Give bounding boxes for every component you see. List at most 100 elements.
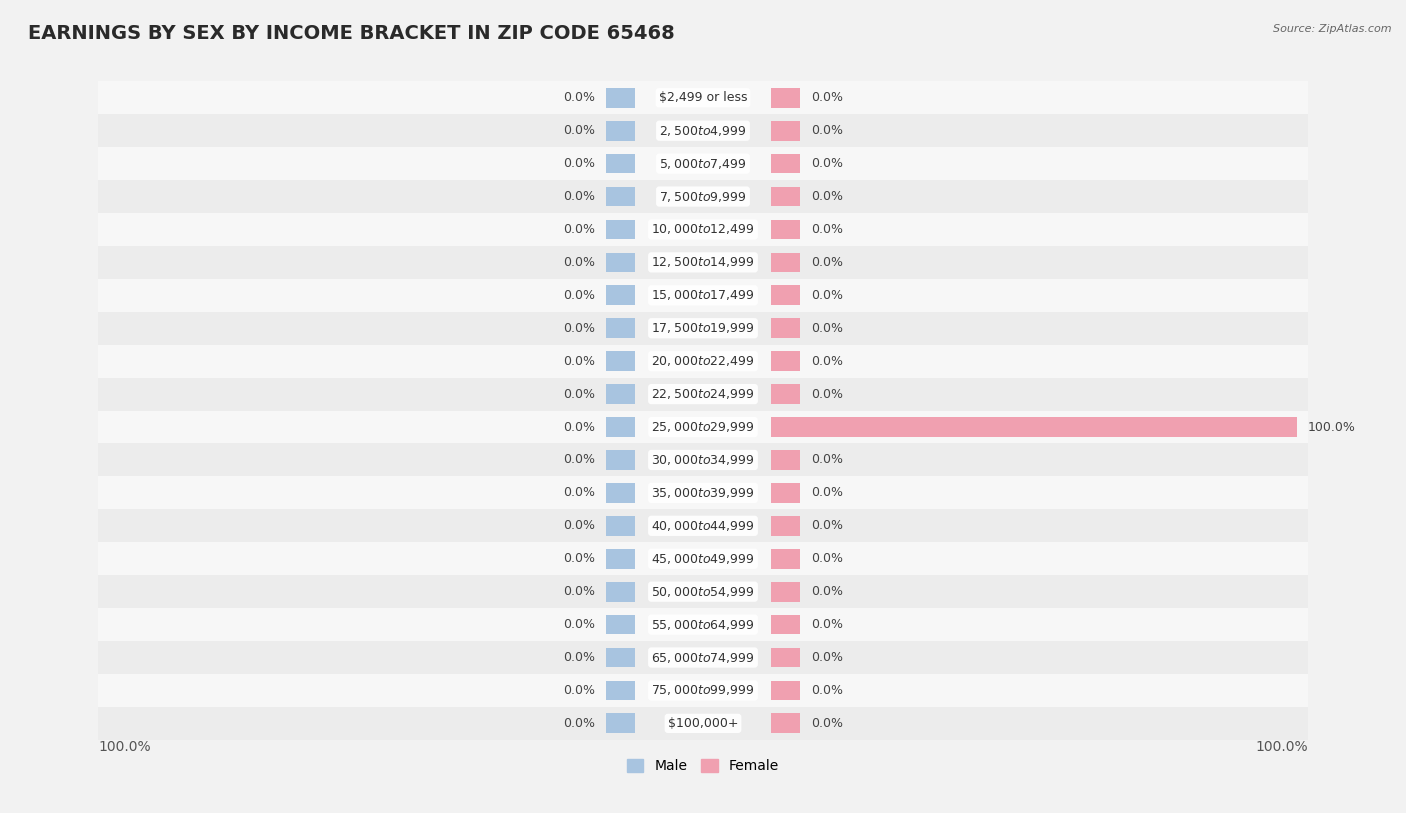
- Text: $10,000 to $12,499: $10,000 to $12,499: [651, 223, 755, 237]
- Text: 0.0%: 0.0%: [564, 651, 595, 664]
- Bar: [606, 187, 634, 207]
- Bar: [772, 88, 800, 107]
- Text: 0.0%: 0.0%: [564, 717, 595, 730]
- Text: 0.0%: 0.0%: [564, 289, 595, 302]
- Bar: [772, 680, 800, 700]
- Bar: [606, 319, 634, 338]
- Bar: [98, 147, 1308, 180]
- Bar: [98, 180, 1308, 213]
- Bar: [98, 608, 1308, 641]
- Text: $30,000 to $34,999: $30,000 to $34,999: [651, 453, 755, 467]
- Text: $2,500 to $4,999: $2,500 to $4,999: [659, 124, 747, 137]
- Text: 0.0%: 0.0%: [564, 520, 595, 533]
- Bar: [98, 576, 1308, 608]
- Text: 0.0%: 0.0%: [811, 190, 842, 203]
- Text: 0.0%: 0.0%: [811, 157, 842, 170]
- Bar: [772, 450, 800, 470]
- Bar: [772, 220, 800, 239]
- Text: 0.0%: 0.0%: [811, 124, 842, 137]
- Text: 0.0%: 0.0%: [564, 454, 595, 467]
- Text: $55,000 to $64,999: $55,000 to $64,999: [651, 618, 755, 632]
- Text: 100.0%: 100.0%: [1256, 740, 1308, 754]
- Bar: [98, 311, 1308, 345]
- Bar: [606, 417, 634, 437]
- Bar: [98, 345, 1308, 377]
- Text: 0.0%: 0.0%: [811, 618, 842, 631]
- Text: 100.0%: 100.0%: [98, 740, 150, 754]
- Text: 0.0%: 0.0%: [564, 684, 595, 697]
- Bar: [98, 114, 1308, 147]
- Text: 0.0%: 0.0%: [811, 223, 842, 236]
- Bar: [606, 582, 634, 602]
- Text: $17,500 to $19,999: $17,500 to $19,999: [651, 321, 755, 335]
- Bar: [606, 285, 634, 305]
- Text: $65,000 to $74,999: $65,000 to $74,999: [651, 650, 755, 664]
- Bar: [772, 319, 800, 338]
- Bar: [772, 648, 800, 667]
- Bar: [606, 385, 634, 404]
- Bar: [772, 121, 800, 141]
- Text: 0.0%: 0.0%: [564, 322, 595, 335]
- Text: 0.0%: 0.0%: [564, 124, 595, 137]
- Bar: [772, 516, 800, 536]
- Text: 0.0%: 0.0%: [564, 388, 595, 401]
- Bar: [772, 417, 1298, 437]
- Text: 0.0%: 0.0%: [811, 322, 842, 335]
- Bar: [606, 680, 634, 700]
- Text: 0.0%: 0.0%: [811, 585, 842, 598]
- Bar: [606, 253, 634, 272]
- Bar: [606, 549, 634, 568]
- Text: $100,000+: $100,000+: [668, 717, 738, 730]
- Text: 0.0%: 0.0%: [564, 486, 595, 499]
- Bar: [98, 476, 1308, 509]
- Text: $20,000 to $22,499: $20,000 to $22,499: [651, 354, 755, 368]
- Bar: [98, 443, 1308, 476]
- Text: 0.0%: 0.0%: [811, 289, 842, 302]
- Text: 0.0%: 0.0%: [811, 388, 842, 401]
- Bar: [98, 542, 1308, 576]
- Bar: [98, 246, 1308, 279]
- Text: $25,000 to $29,999: $25,000 to $29,999: [651, 420, 755, 434]
- Bar: [606, 714, 634, 733]
- Text: 0.0%: 0.0%: [564, 157, 595, 170]
- Bar: [98, 81, 1308, 114]
- Bar: [606, 516, 634, 536]
- Text: $12,500 to $14,999: $12,500 to $14,999: [651, 255, 755, 269]
- Bar: [606, 220, 634, 239]
- Text: 0.0%: 0.0%: [811, 717, 842, 730]
- Text: 0.0%: 0.0%: [811, 256, 842, 269]
- Bar: [772, 385, 800, 404]
- Bar: [606, 88, 634, 107]
- Bar: [98, 706, 1308, 740]
- Bar: [98, 377, 1308, 411]
- Text: $5,000 to $7,499: $5,000 to $7,499: [659, 157, 747, 171]
- Text: $45,000 to $49,999: $45,000 to $49,999: [651, 552, 755, 566]
- Bar: [606, 615, 634, 634]
- Text: $75,000 to $99,999: $75,000 to $99,999: [651, 684, 755, 698]
- Bar: [772, 253, 800, 272]
- Bar: [772, 285, 800, 305]
- Bar: [772, 549, 800, 568]
- Text: 0.0%: 0.0%: [811, 486, 842, 499]
- Text: 0.0%: 0.0%: [564, 585, 595, 598]
- Bar: [98, 641, 1308, 674]
- Text: 0.0%: 0.0%: [564, 91, 595, 104]
- Text: 0.0%: 0.0%: [564, 618, 595, 631]
- Bar: [772, 483, 800, 502]
- Bar: [98, 509, 1308, 542]
- Text: 0.0%: 0.0%: [564, 190, 595, 203]
- Text: Source: ZipAtlas.com: Source: ZipAtlas.com: [1274, 24, 1392, 34]
- Text: $2,499 or less: $2,499 or less: [659, 91, 747, 104]
- Text: 0.0%: 0.0%: [811, 651, 842, 664]
- Text: 100.0%: 100.0%: [1308, 420, 1355, 433]
- Bar: [606, 121, 634, 141]
- Text: $22,500 to $24,999: $22,500 to $24,999: [651, 387, 755, 401]
- Text: 0.0%: 0.0%: [811, 91, 842, 104]
- Bar: [772, 351, 800, 371]
- Bar: [98, 279, 1308, 311]
- Bar: [606, 648, 634, 667]
- Text: 0.0%: 0.0%: [564, 354, 595, 367]
- Text: $35,000 to $39,999: $35,000 to $39,999: [651, 486, 755, 500]
- Text: 0.0%: 0.0%: [811, 684, 842, 697]
- Bar: [772, 714, 800, 733]
